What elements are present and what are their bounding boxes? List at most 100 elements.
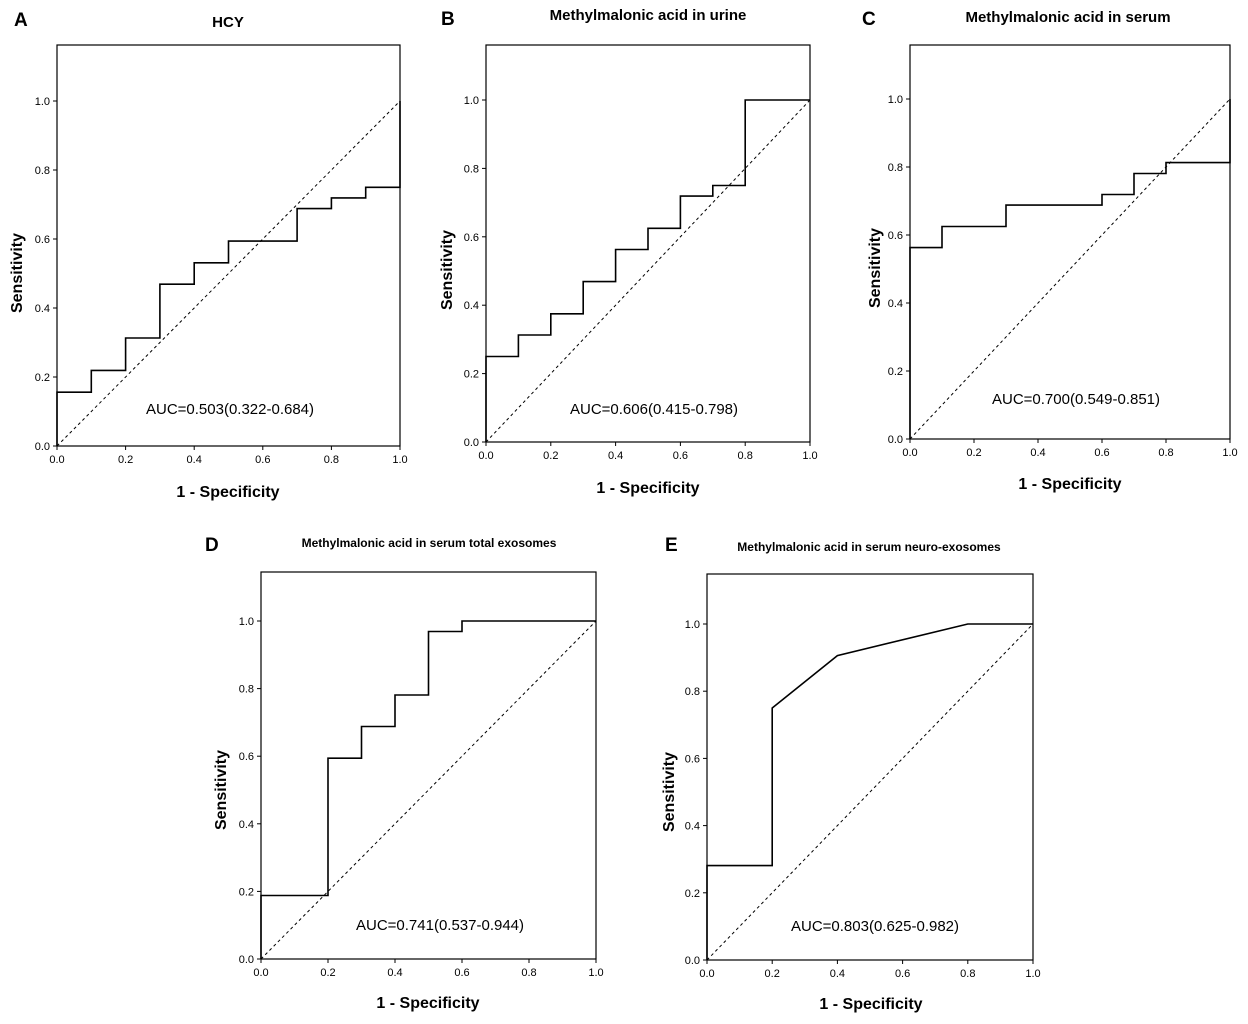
auc-annotation: AUC=0.700(0.549-0.851) — [992, 391, 1160, 408]
y-tick-label: 0.4 — [35, 303, 50, 315]
x-tick-label: 0.0 — [902, 447, 917, 459]
y-axis-label: Sensitivity — [439, 230, 456, 310]
chart-title: Methylmalonic acid in serum — [965, 9, 1170, 26]
plot-frame — [56, 44, 401, 447]
y-tick-label: 0.6 — [685, 753, 700, 765]
y-tick-label: 0.4 — [685, 821, 700, 833]
chart-title: Methylmalonic acid in urine — [550, 7, 747, 24]
reference-diagonal — [485, 99, 811, 443]
x-tick-label: 0.4 — [608, 450, 623, 462]
roc-curve — [706, 623, 1033, 960]
x-axis-label: 1 - Specificity — [176, 484, 279, 501]
chart-title: Methylmalonic acid in serum total exosom… — [302, 536, 557, 550]
y-tick-label: 0.6 — [888, 230, 903, 242]
panel-letter: D — [205, 535, 219, 556]
y-axis-label: Sensitivity — [867, 228, 884, 308]
x-axis-label: 1 - Specificity — [376, 995, 479, 1012]
x-tick-label: 0.6 — [1094, 447, 1109, 459]
roc-curve — [260, 620, 596, 959]
x-tick-label: 0.0 — [699, 968, 714, 980]
reference-diagonal — [909, 98, 1231, 440]
x-tick-label: 0.6 — [673, 450, 688, 462]
x-tick-label: 0.2 — [543, 450, 558, 462]
x-tick-label: 0.6 — [895, 968, 910, 980]
panel-d: 0.0 0.2 0.4 0.6 0.8 1.0 0.0 0.2 0.4 0.6 0.8 1.0 D Met… — [205, 535, 604, 1012]
panel-c: 0.0 0.2 0.4 0.6 0.8 1.0 0.0 0.2 0.4 0.6 0.8 1.0 C Met… — [862, 9, 1238, 493]
y-tick-label: 0.8 — [685, 686, 700, 698]
plot-frame — [485, 44, 811, 443]
y-tick-label: 0.0 — [239, 954, 254, 966]
x-tick-label: 0.8 — [738, 450, 753, 462]
y-tick-label: 0.0 — [888, 434, 903, 446]
auc-annotation: AUC=0.803(0.625-0.982) — [791, 918, 959, 935]
panel-e: 0.0 0.2 0.4 0.6 0.8 1.0 0.0 0.2 0.4 0.6 0.8 1.0 E Met… — [661, 535, 1041, 1013]
y-tick-label: 0.6 — [464, 232, 479, 244]
x-tick-label: 0.6 — [454, 967, 469, 979]
y-tick-label: 1.0 — [239, 616, 254, 628]
x-axis-label: 1 - Specificity — [819, 996, 922, 1013]
roc-curve — [56, 101, 401, 446]
panel-a: 0.0 0.2 0.4 0.6 0.8 1.0 0.0 0.2 0.4 0.6 0.8 1.0 A HCY… — [9, 10, 408, 501]
y-tick-label: 0.2 — [685, 888, 700, 900]
plot-frame — [909, 44, 1231, 440]
panel-letter: B — [441, 9, 455, 30]
panel-letter: E — [665, 535, 678, 556]
plot-frame — [260, 571, 597, 960]
x-tick-label: 1.0 — [1025, 968, 1040, 980]
auc-annotation: AUC=0.741(0.537-0.944) — [356, 917, 524, 934]
y-tick-label: 0.2 — [464, 369, 479, 381]
x-axis-label: 1 - Specificity — [1018, 476, 1121, 493]
x-tick-label: 0.0 — [253, 967, 268, 979]
y-tick-label: 0.0 — [685, 955, 700, 967]
y-tick-label: 1.0 — [888, 94, 903, 106]
reference-diagonal — [260, 620, 597, 960]
x-tick-label: 1.0 — [588, 967, 603, 979]
x-tick-label: 0.0 — [49, 454, 64, 466]
y-tick-label: 1.0 — [685, 619, 700, 631]
y-axis-label: Sensitivity — [661, 752, 678, 832]
chart-title: HCY — [212, 14, 244, 31]
y-tick-label: 0.6 — [35, 234, 50, 246]
x-tick-label: 0.4 — [1030, 447, 1045, 459]
x-tick-label: 1.0 — [392, 454, 407, 466]
panel-b: 0.0 0.2 0.4 0.6 0.8 1.0 0.0 0.2 0.4 0.6 0.8 1.0 B Met… — [439, 7, 818, 497]
y-tick-label: 1.0 — [35, 96, 50, 108]
x-tick-label: 0.2 — [765, 968, 780, 980]
x-tick-label: 0.4 — [387, 967, 402, 979]
reference-diagonal — [706, 623, 1034, 961]
y-tick-label: 0.0 — [464, 437, 479, 449]
x-tick-label: 0.2 — [320, 967, 335, 979]
x-tick-label: 0.2 — [966, 447, 981, 459]
x-tick-label: 0.8 — [324, 454, 339, 466]
y-tick-label: 0.4 — [888, 298, 903, 310]
x-tick-label: 0.0 — [478, 450, 493, 462]
x-tick-label: 0.8 — [1158, 447, 1173, 459]
y-tick-label: 0.2 — [35, 372, 50, 384]
y-tick-label: 0.8 — [35, 165, 50, 177]
y-axis-label: Sensitivity — [9, 233, 26, 313]
auc-annotation: AUC=0.606(0.415-0.798) — [570, 401, 738, 418]
y-tick-label: 0.2 — [888, 366, 903, 378]
y-tick-label: 1.0 — [464, 95, 479, 107]
x-tick-label: 0.8 — [960, 968, 975, 980]
plot-frame — [706, 573, 1034, 961]
y-tick-label: 0.4 — [239, 819, 254, 831]
roc-curve — [909, 99, 1231, 439]
y-tick-label: 0.8 — [464, 163, 479, 175]
x-tick-label: 0.8 — [521, 967, 536, 979]
x-tick-label: 0.4 — [187, 454, 202, 466]
y-tick-label: 0.2 — [239, 886, 254, 898]
y-tick-label: 0.0 — [35, 441, 50, 453]
x-tick-label: 1.0 — [802, 450, 817, 462]
y-tick-label: 0.6 — [239, 751, 254, 763]
reference-diagonal — [56, 100, 401, 447]
y-tick-label: 0.8 — [239, 684, 254, 696]
x-tick-label: 0.4 — [830, 968, 845, 980]
chart-title: Methylmalonic acid in serum neuro-exosom… — [737, 540, 1001, 554]
x-tick-label: 0.6 — [255, 454, 270, 466]
roc-curve — [485, 99, 810, 442]
panel-letter: C — [862, 9, 876, 30]
panel-letter: A — [14, 10, 28, 31]
y-tick-label: 0.4 — [464, 300, 479, 312]
